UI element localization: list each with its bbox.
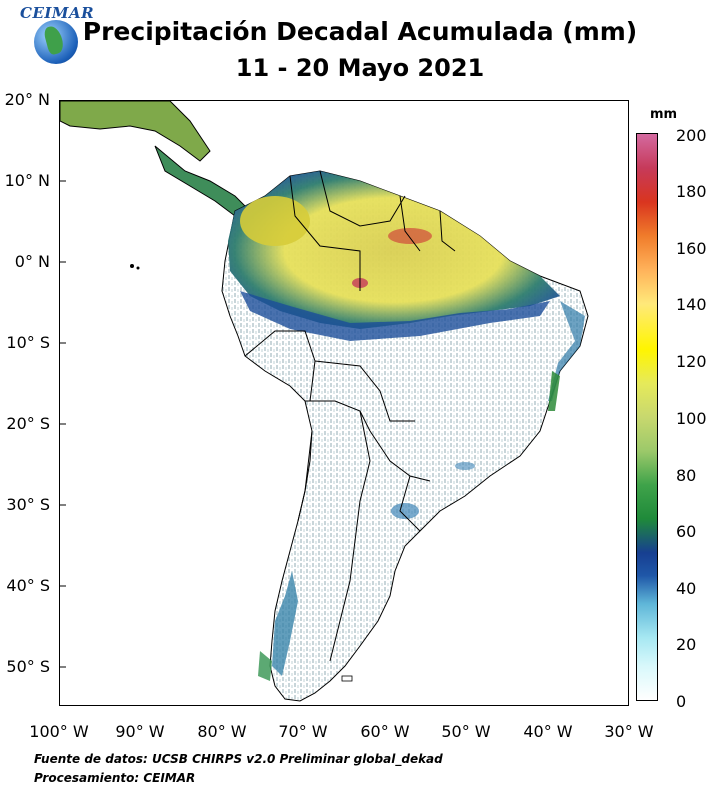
blue-south-edge — [240, 291, 550, 341]
colorbar-label-0: 0 — [676, 692, 687, 711]
colorbar-label-140: 140 — [676, 295, 707, 314]
map-title: Precipitación Decadal Acumulada (mm) 11 … — [80, 14, 640, 86]
lat-label-50s: 50° S — [6, 657, 50, 676]
lon-label-70w: 70° W — [278, 722, 328, 741]
brazil-coast-green — [548, 371, 560, 411]
colorbar-label-160: 160 — [676, 239, 707, 258]
lon-label-100w: 100° W — [29, 722, 89, 741]
logo-text: CEIMAR — [20, 4, 95, 22]
ceimar-logo: CEIMAR — [20, 4, 95, 70]
colorbar-label-60: 60 — [676, 522, 697, 541]
central-america — [60, 101, 211, 162]
lat-label-20s: 20° S — [6, 414, 50, 433]
patagonia-green — [258, 651, 272, 681]
lat-label-10s: 10° S — [6, 333, 50, 352]
amazon-rain-band — [228, 171, 560, 329]
colorbar-unit: mm — [650, 107, 678, 122]
colorbar-label-20: 20 — [676, 635, 697, 654]
colorbar-label-200: 200 — [676, 126, 707, 145]
colorbar-label-40: 40 — [676, 579, 697, 598]
country-borders — [244, 170, 456, 662]
lon-label-50w: 50° W — [441, 722, 491, 741]
lat-label-10n: 10° N — [4, 171, 50, 190]
lat-label-40s: 40° S — [6, 576, 50, 595]
galapagos — [130, 264, 134, 268]
colombia-wet — [240, 196, 310, 246]
lon-label-90w: 90° W — [115, 722, 165, 741]
precipitation-map — [59, 100, 629, 706]
guiana-red — [388, 228, 432, 244]
map-canvas — [60, 101, 589, 702]
title-line-1: Precipitación Decadal Acumulada (mm) — [82, 17, 638, 46]
southeast-spot — [455, 462, 475, 470]
colorbar — [636, 133, 658, 701]
colorbar-label-180: 180 — [676, 182, 707, 201]
processing-note: Procesamiento: CEIMAR — [34, 771, 196, 785]
lat-label-20n: 20° N — [4, 90, 50, 109]
colorbar-label-80: 80 — [676, 466, 697, 485]
title-line-2: 11 - 20 Mayo 2021 — [235, 54, 485, 82]
lon-label-60w: 60° W — [360, 722, 410, 741]
uruguay-spot — [391, 503, 419, 519]
lon-label-30w: 30° W — [604, 722, 654, 741]
colorbar-label-120: 120 — [676, 352, 707, 371]
lon-label-40w: 40° W — [523, 722, 573, 741]
lat-label-30s: 30° S — [6, 495, 50, 514]
colorbar-label-100: 100 — [676, 409, 707, 428]
falklands — [341, 675, 353, 682]
chile-rain — [272, 571, 298, 676]
map-ticks — [60, 101, 66, 668]
data-source-note: Fuente de datos: UCSB CHIRPS v2.0 Prelim… — [34, 752, 443, 766]
lon-label-80w: 80° W — [197, 722, 247, 741]
lat-label-0n: 0° N — [14, 252, 50, 271]
